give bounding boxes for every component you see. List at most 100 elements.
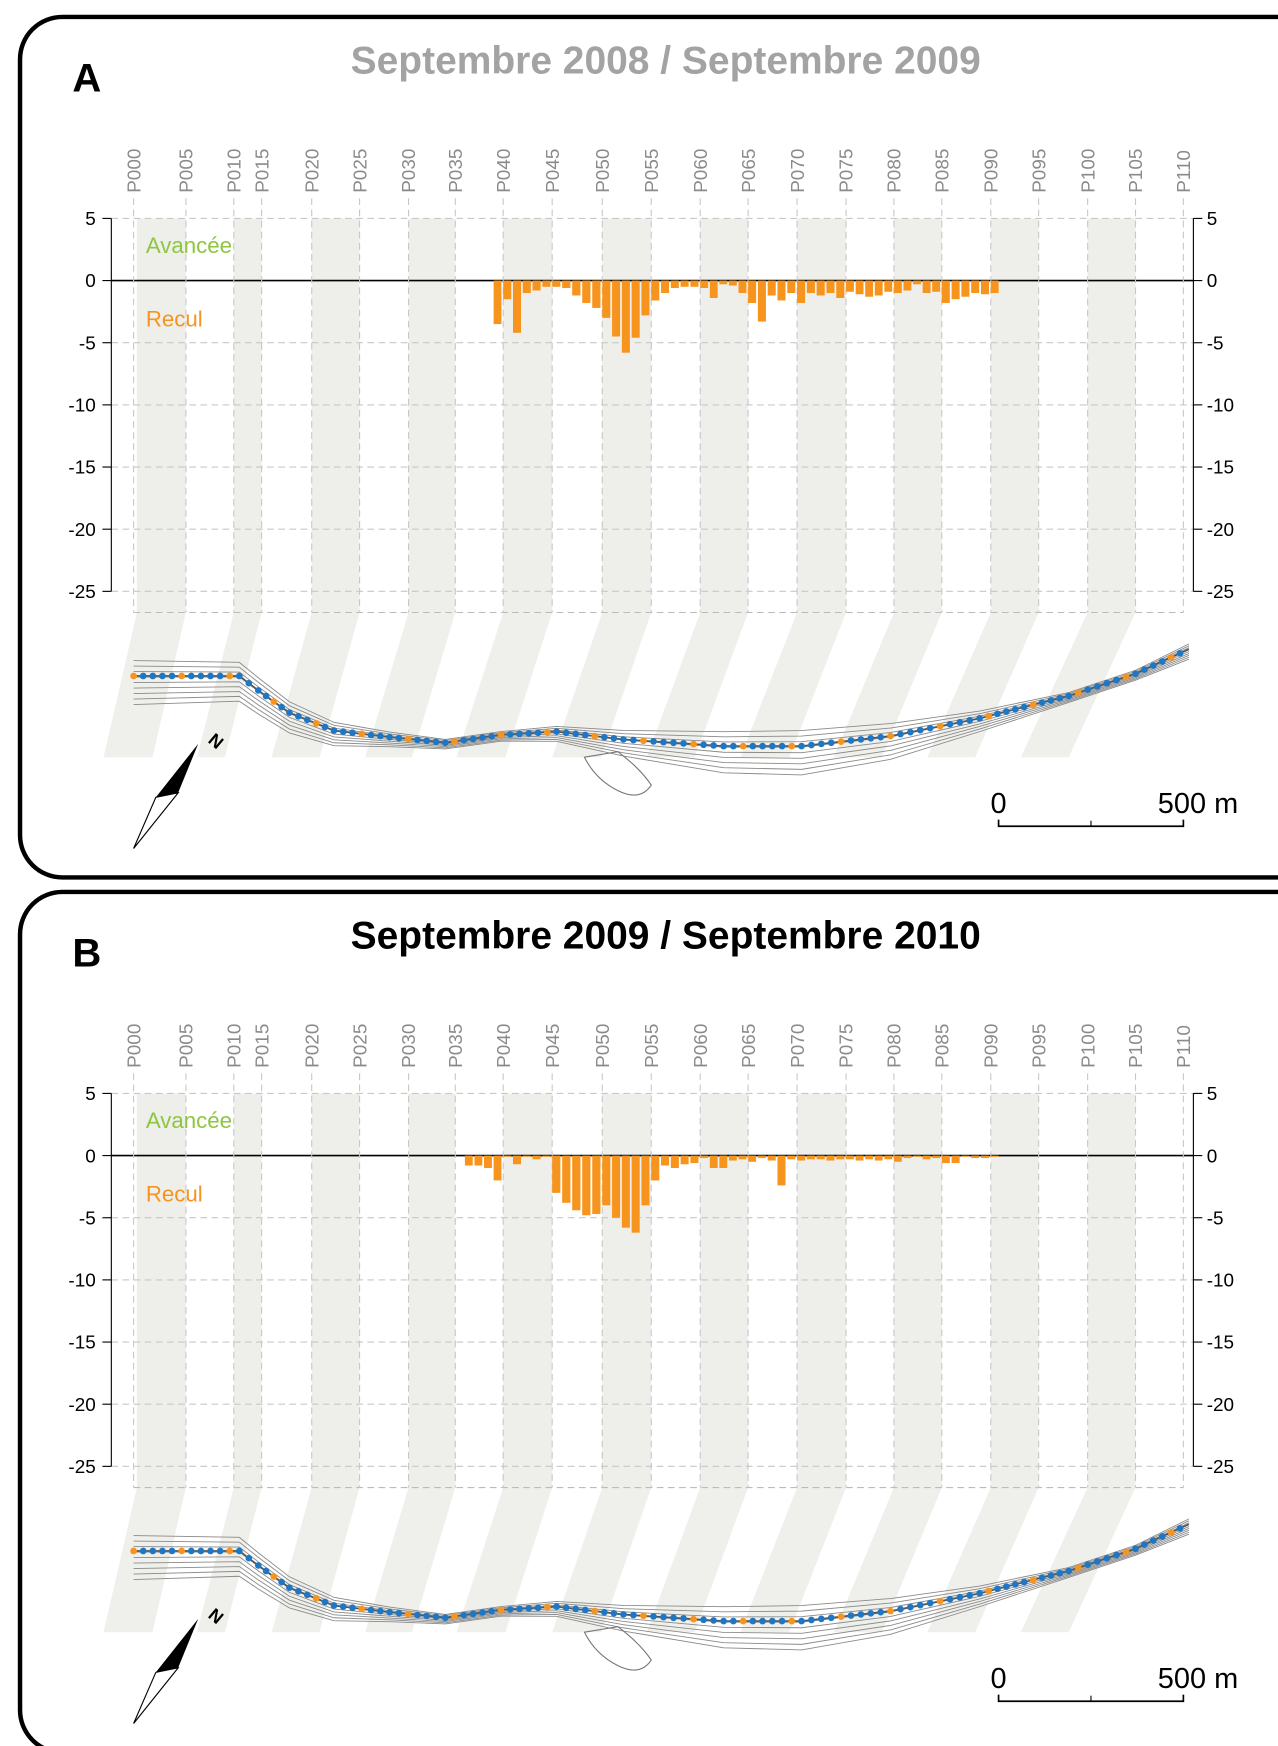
x-tick-label: P050: [593, 1024, 614, 1068]
y-tick-label: -25: [68, 582, 95, 603]
profile-point: [1074, 689, 1082, 697]
x-tick-label: P095: [1029, 149, 1050, 193]
bar: [602, 1155, 611, 1206]
profile-point: [1103, 679, 1111, 687]
profile-point: [187, 1547, 195, 1555]
profile-point: [312, 720, 320, 727]
profile-band: [136, 1093, 186, 1488]
profile-point: [1011, 1581, 1019, 1588]
y2-tick-label: -25: [1207, 582, 1234, 603]
bar: [592, 1155, 601, 1215]
profile-band: [893, 218, 942, 613]
profile-point: [497, 731, 505, 739]
profile-point: [516, 730, 523, 738]
profile-point: [562, 1604, 570, 1612]
profile-point: [660, 738, 667, 746]
profile-point: [1011, 706, 1019, 713]
profile-band: [700, 218, 749, 613]
north-arrow-light: [133, 1667, 180, 1724]
profile-point: [414, 1611, 421, 1619]
panel: A Septembre 2008 / Septembre 2009 5 5 0 0 -5 -5…: [17, 14, 1278, 880]
profile-point: [295, 1587, 302, 1595]
profile-point: [837, 1613, 845, 1620]
bar: [522, 280, 531, 294]
bar: [719, 1155, 728, 1169]
x-tick-label: P090: [981, 1024, 1002, 1068]
bar: [532, 280, 541, 291]
x-tick-label: P070: [788, 1024, 809, 1068]
profile-point: [441, 739, 449, 747]
bar: [748, 1155, 757, 1162]
contour-line: [133, 656, 1190, 770]
profile-point: [1167, 1529, 1175, 1536]
profile-band: [136, 218, 186, 613]
bar: [913, 1155, 921, 1157]
profile-point: [178, 672, 186, 680]
profile-point: [254, 1562, 262, 1569]
profile-point: [730, 1617, 737, 1625]
profile-band: [700, 1093, 749, 1488]
profile-point: [414, 736, 421, 744]
profile-point: [159, 1547, 166, 1555]
profile-point: [1003, 708, 1010, 715]
bar: [562, 280, 571, 289]
profile-point: [358, 1605, 366, 1613]
profile-band: [797, 218, 847, 613]
profile-point: [680, 740, 687, 747]
profile-band: [408, 1093, 456, 1488]
contour-line: [133, 653, 1190, 759]
profile-point: [1084, 686, 1092, 693]
profile-point: [139, 672, 147, 680]
profile-point: [867, 734, 875, 742]
profile-point: [867, 1609, 875, 1617]
y2-tick-label: 5: [1207, 1084, 1218, 1105]
profile-point: [581, 731, 589, 739]
bar: [738, 1155, 747, 1160]
profile-point: [432, 1613, 440, 1621]
profile-point: [295, 712, 302, 720]
x-tick-label: P100: [1078, 1024, 1099, 1068]
bar: [865, 1155, 874, 1160]
profile-point: [581, 1606, 589, 1614]
bar: [700, 280, 709, 289]
profile-point: [926, 724, 934, 732]
scale-label-zero: 0: [991, 788, 1007, 820]
profile-point: [946, 1595, 954, 1603]
bar: [855, 280, 864, 295]
x-tick-label: P010: [224, 1024, 245, 1068]
map-band: [197, 612, 262, 758]
y-tick-label: -5: [79, 1208, 96, 1229]
bar: [670, 280, 679, 289]
profile-point: [488, 732, 496, 740]
y2-tick-label: -20: [1207, 520, 1234, 541]
y-tick-label: -20: [68, 520, 95, 541]
x-tick-label: P105: [1126, 1024, 1147, 1068]
panel-letter: A: [72, 57, 101, 101]
x-tick-label: P040: [494, 1024, 515, 1068]
profile-point: [591, 1607, 599, 1615]
bar: [767, 280, 776, 296]
north-arrow-light: [133, 792, 180, 849]
profile-point: [739, 742, 747, 750]
profile-band: [602, 1093, 652, 1488]
x-tick-label: P110: [1174, 1025, 1195, 1068]
profile-point: [395, 734, 403, 742]
profile-point: [321, 723, 329, 731]
panel-letter: B: [72, 932, 101, 976]
profile-point: [887, 732, 894, 740]
profile-point: [386, 733, 393, 741]
bar: [572, 1155, 581, 1211]
profile-point: [1029, 1576, 1037, 1584]
x-tick-label: P000: [124, 149, 145, 193]
profile-point: [1103, 1554, 1111, 1562]
bar: [512, 1155, 522, 1165]
y-tick-label: 5: [85, 1084, 96, 1105]
map-band: [833, 612, 942, 758]
profile-point: [207, 672, 214, 680]
profile-point: [808, 741, 815, 749]
map-band: [833, 1487, 942, 1633]
x-tick-label: P085: [932, 149, 953, 193]
profile-point: [600, 1608, 608, 1616]
x-tick-label: P065: [739, 149, 760, 193]
profile-point: [130, 672, 137, 680]
